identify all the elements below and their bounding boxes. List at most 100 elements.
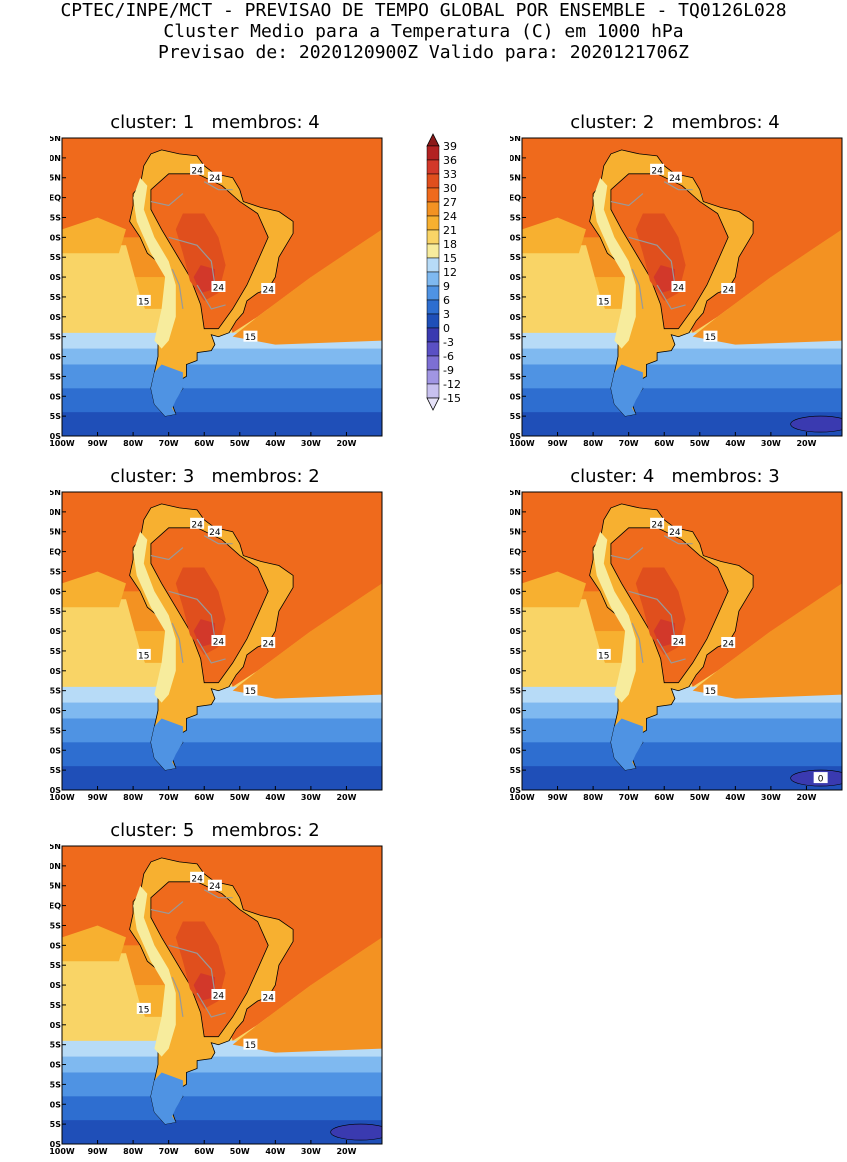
lon-tick-label: 40W: [725, 793, 745, 802]
lat-tick-label: 5N: [50, 174, 61, 183]
temperature-band: [522, 766, 842, 790]
lon-tick-label: 60W: [654, 793, 674, 802]
contour-label: 24: [651, 520, 663, 530]
colorbar-swatch: [426, 369, 440, 385]
lon-tick-label: 50W: [230, 793, 250, 802]
contour-label-box: [243, 684, 258, 696]
contour-label-box: [650, 517, 665, 529]
patagonia-cold-region: [610, 364, 643, 417]
contour-label-box: [813, 772, 828, 784]
country-border: [663, 181, 693, 191]
lon-tick-label: 90W: [88, 793, 108, 802]
lon-tick-label: 20W: [796, 439, 816, 448]
hottest-core-region: [193, 265, 215, 293]
colorbar-swatch: [426, 145, 440, 161]
lon-tick-label: 30W: [761, 439, 781, 448]
pacific-21c-region: [62, 571, 126, 608]
contour-label-box: [211, 635, 226, 646]
lon-tick-label: 20W: [336, 439, 356, 448]
panel-title: cluster: 2 membros: 4: [570, 112, 780, 133]
andes-cool-strip: [593, 177, 636, 349]
contour-label-box: [136, 294, 151, 306]
colorbar-label: -9: [443, 364, 454, 377]
contour-label: 24: [262, 993, 274, 1003]
contour-label: 24: [213, 284, 225, 294]
lat-tick-label: 60S: [50, 432, 61, 441]
lat-tick-label: 15N: [510, 490, 521, 497]
lon-tick-label: 40W: [265, 439, 285, 448]
lon-tick-label: 100W: [50, 793, 75, 802]
lat-tick-label: 45S: [50, 726, 61, 735]
temperature-band: [62, 388, 382, 413]
ocean-21c-region: [232, 229, 382, 345]
hottest-core-region: [193, 619, 215, 647]
country-border: [656, 284, 686, 310]
temperature-band: [62, 1056, 382, 1073]
map-frame: [521, 491, 843, 791]
contour-label: 24: [191, 874, 203, 884]
lon-tick-label: 80W: [123, 1147, 143, 1156]
country-border: [150, 901, 184, 915]
lat-tick-label: 25S: [510, 647, 521, 656]
lat-tick-label: 60S: [510, 786, 521, 795]
lat-tick-label: 10N: [50, 154, 61, 163]
temperature-band: [62, 766, 382, 790]
colorbar-label: 36: [443, 154, 457, 167]
contour-label: 15: [705, 333, 716, 343]
lat-tick-label: 35S: [510, 333, 521, 342]
lat-tick-label: 50S: [50, 1100, 61, 1109]
contour-label: 15: [245, 687, 256, 697]
hottest-core-region: [653, 265, 675, 293]
contour-label-box: [703, 684, 718, 696]
contour-label: 24: [262, 639, 274, 649]
contour-label-box: [667, 525, 682, 537]
lon-tick-label: 20W: [336, 793, 356, 802]
header-line-2: Cluster Medio para a Temperatura (C) em …: [163, 21, 684, 42]
lat-tick-label: EQ: [50, 902, 61, 911]
lon-tick-label: 60W: [194, 1147, 214, 1156]
lat-tick-label: 5N: [50, 528, 61, 537]
ocean-21c-region: [692, 583, 842, 699]
colorbar-label: -3: [443, 336, 454, 349]
lat-tick-label: 45S: [510, 726, 521, 735]
lat-tick-label: 15S: [50, 607, 61, 616]
lat-tick-label: 15N: [510, 136, 521, 143]
map-frame: [61, 137, 383, 437]
lon-tick-label: 50W: [230, 439, 250, 448]
lat-tick-label: 55S: [510, 766, 521, 775]
colorbar-label: 39: [443, 140, 457, 153]
lat-tick-label: 25S: [50, 293, 61, 302]
lon-tick-label: 90W: [88, 1147, 108, 1156]
lat-tick-label: 5N: [50, 882, 61, 891]
colorbar-swatch: [426, 173, 440, 189]
contour-label-box: [207, 171, 222, 183]
contour-label: 24: [673, 284, 685, 294]
contour-label: 15: [598, 297, 609, 307]
patagonia-cold-region: [610, 718, 643, 771]
country-border: [631, 268, 644, 309]
colorbar-swatch: [426, 313, 440, 329]
lat-tick-label: 20S: [50, 627, 61, 636]
pacific-cool-region: [62, 953, 155, 1041]
country-border: [203, 181, 233, 191]
contour-label-box: [261, 282, 276, 294]
contour-label-box: [261, 990, 276, 1002]
header-line-3: Previsao de: 2020120900Z Valido para: 20…: [157, 42, 689, 63]
lat-tick-label: 10S: [50, 233, 61, 242]
andes-cool-strip: [593, 531, 636, 703]
lat-tick-label: 10S: [50, 941, 61, 950]
lat-tick-label: 5N: [510, 174, 521, 183]
country-border: [168, 590, 216, 640]
country-border: [196, 992, 226, 1018]
lat-tick-label: 10S: [510, 233, 521, 242]
lat-tick-label: 20S: [510, 273, 521, 282]
contour-label: 24: [722, 639, 734, 649]
contour-label-box: [211, 989, 226, 1000]
lat-tick-label: 15S: [50, 961, 61, 970]
contour-label-box: [721, 636, 736, 648]
colorbar-label: 33: [443, 168, 457, 181]
panel-cluster-3: cluster: 3 membros: 2 24 24 24 24 15 15 15N 10N…: [50, 466, 383, 802]
lat-tick-label: 35S: [50, 333, 61, 342]
contour-label-box: [671, 281, 686, 292]
country-border: [663, 535, 693, 545]
